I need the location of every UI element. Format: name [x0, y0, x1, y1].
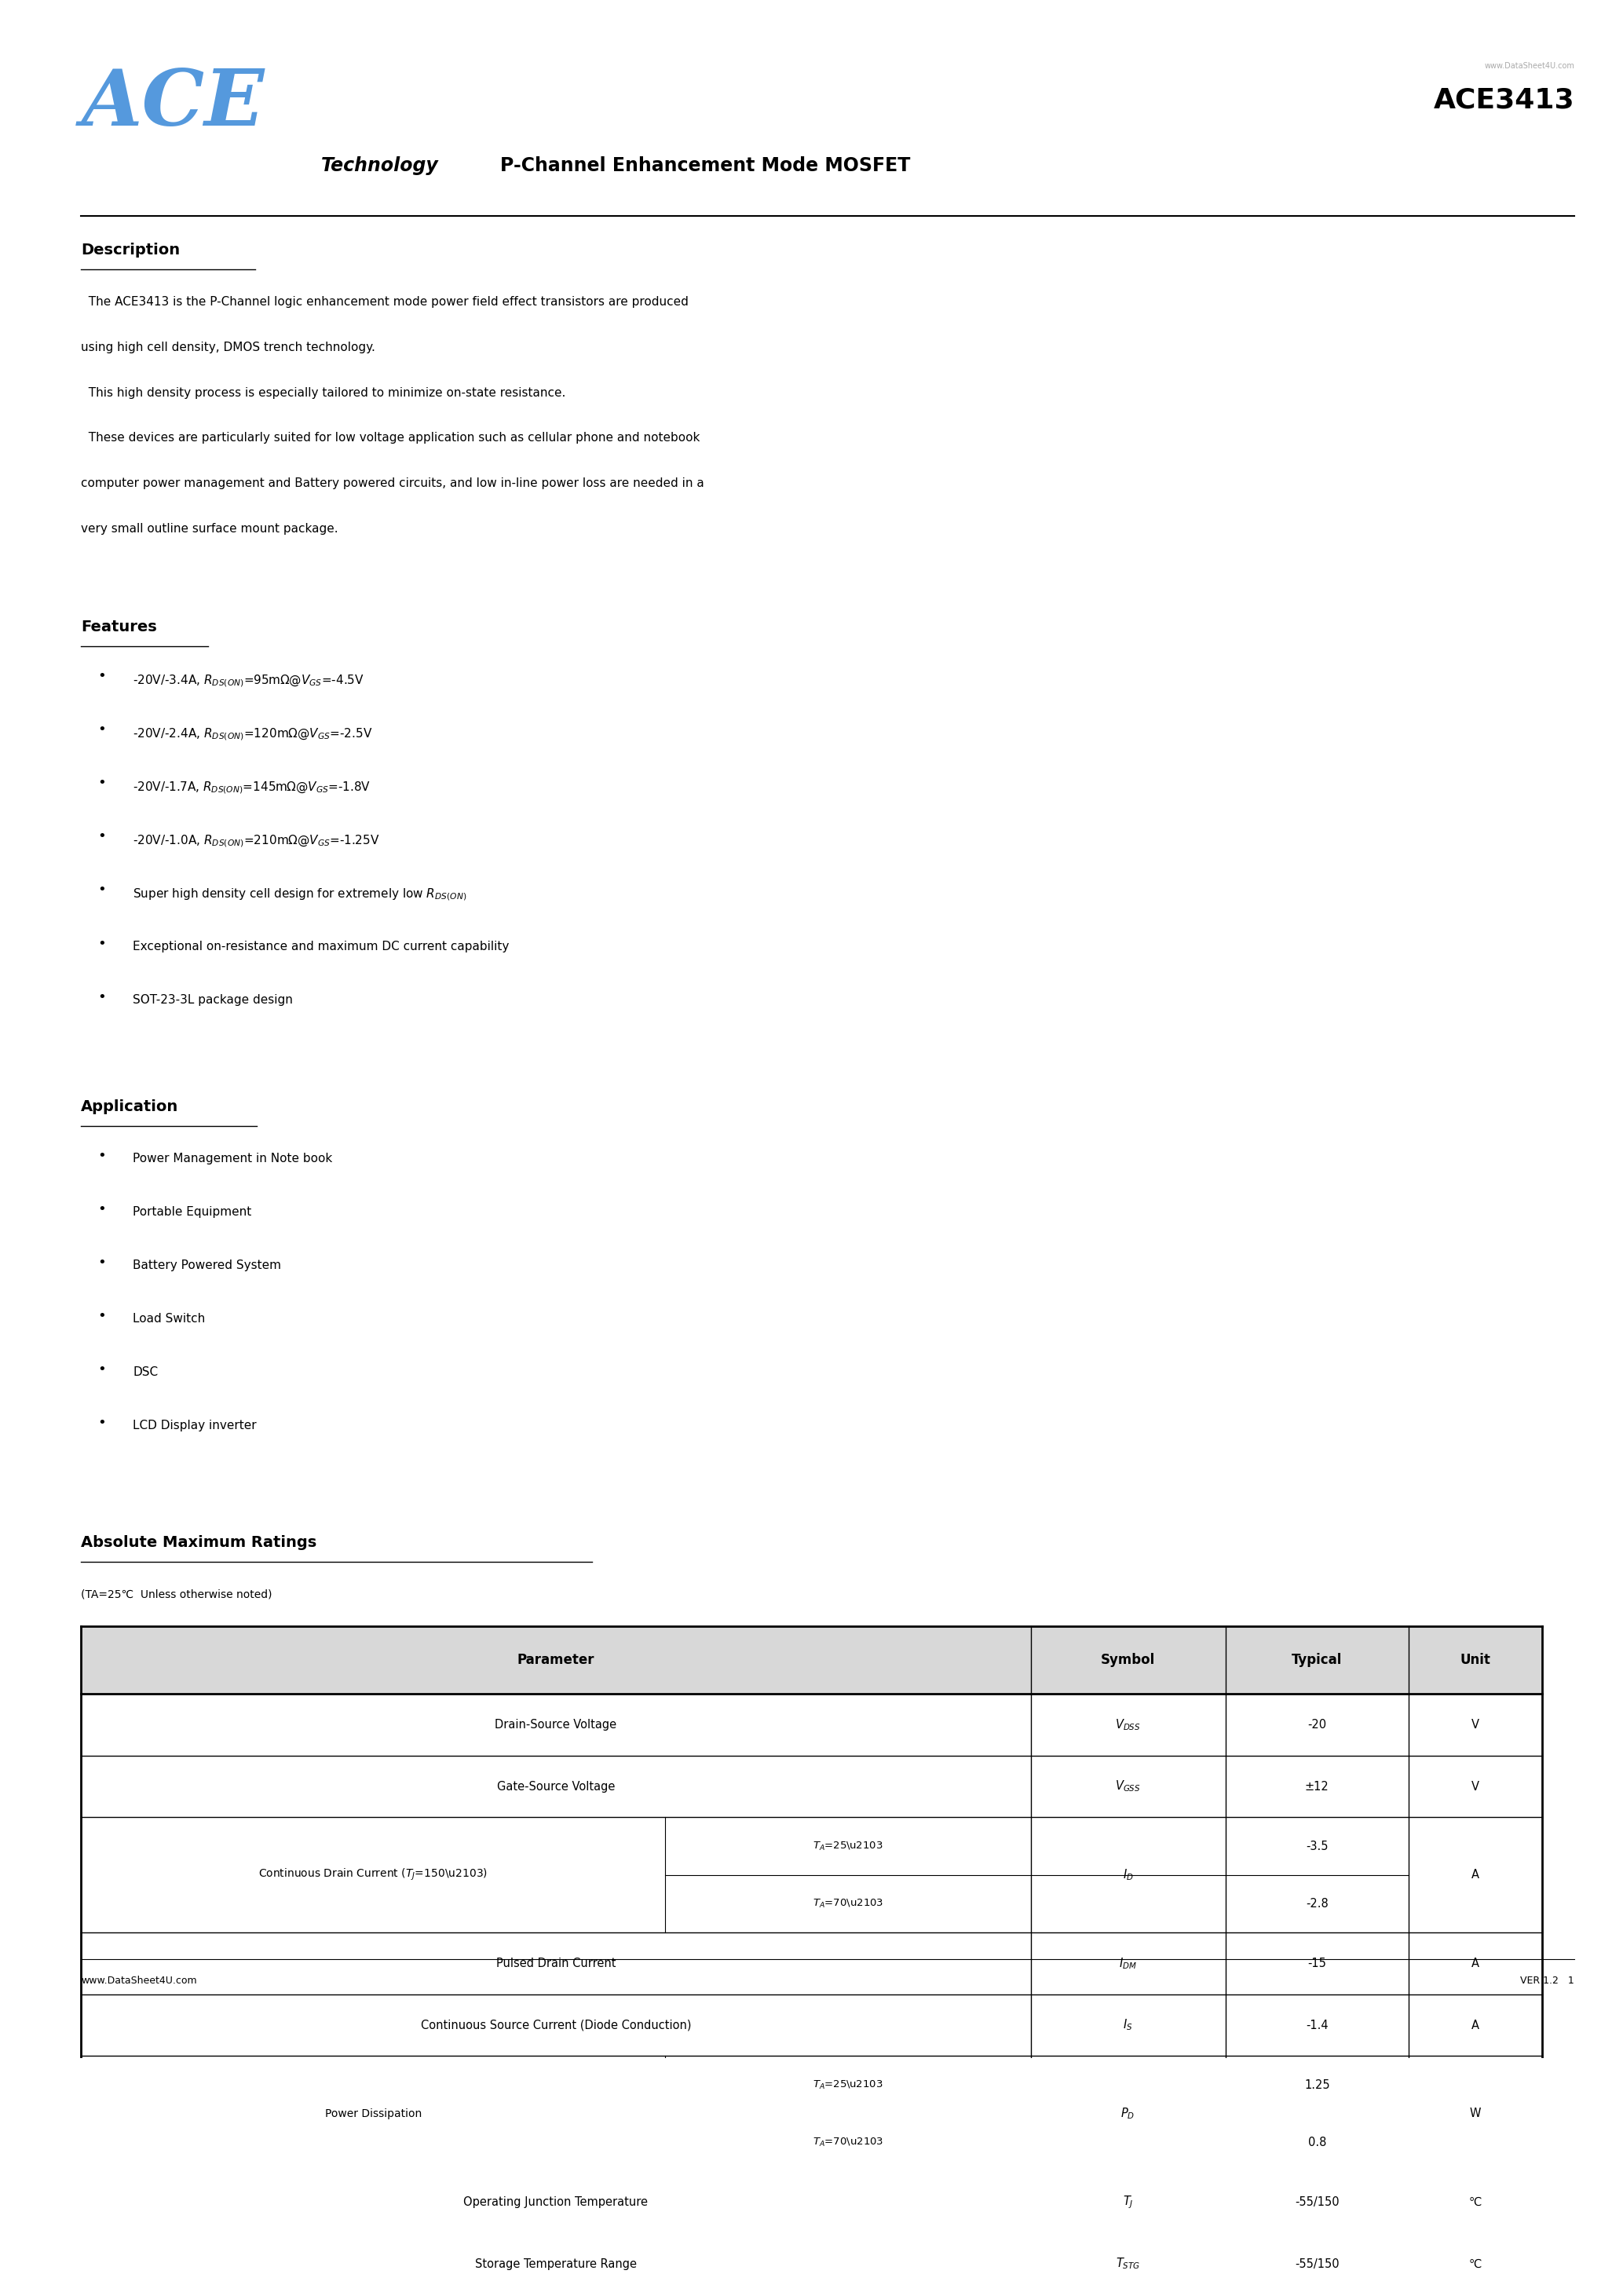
- Text: Gate-Source Voltage: Gate-Source Voltage: [497, 1779, 615, 1793]
- Text: Typical: Typical: [1292, 1653, 1342, 1667]
- Text: Operating Junction Temperature: Operating Junction Temperature: [464, 2197, 648, 2209]
- Text: using high cell density, DMOS trench technology.: using high cell density, DMOS trench tec…: [81, 342, 375, 354]
- Text: P-Channel Enhancement Mode MOSFET: P-Channel Enhancement Mode MOSFET: [500, 156, 911, 174]
- Text: Pulsed Drain Current: Pulsed Drain Current: [497, 1958, 615, 1970]
- Text: -3.5: -3.5: [1307, 1839, 1328, 1853]
- Text: Exceptional on-resistance and maximum DC current capability: Exceptional on-resistance and maximum DC…: [133, 941, 510, 953]
- Text: V: V: [1472, 1720, 1479, 1731]
- Text: Power Management in Note book: Power Management in Note book: [133, 1153, 333, 1164]
- Text: Description: Description: [81, 243, 180, 257]
- Text: $P_D$: $P_D$: [1121, 2105, 1134, 2122]
- Text: Absolute Maximum Ratings: Absolute Maximum Ratings: [81, 1536, 316, 1550]
- Text: Power Dissipation: Power Dissipation: [325, 2108, 422, 2119]
- Text: VER 1.2   1: VER 1.2 1: [1521, 1977, 1574, 1986]
- Text: Battery Powered System: Battery Powered System: [133, 1261, 281, 1272]
- Text: •: •: [97, 937, 105, 951]
- Text: This high density process is especially tailored to minimize on-state resistance: This high density process is especially …: [81, 388, 566, 400]
- Text: Features: Features: [81, 620, 157, 634]
- Text: ACE: ACE: [81, 67, 265, 142]
- Text: A: A: [1472, 1869, 1479, 1880]
- Text: •: •: [97, 1148, 105, 1162]
- Text: $T_A$=25\u2103: $T_A$=25\u2103: [813, 1839, 883, 1853]
- Text: ℃: ℃: [1469, 2257, 1482, 2271]
- Text: $T_J$: $T_J$: [1123, 2195, 1133, 2211]
- Text: ℃: ℃: [1469, 2197, 1482, 2209]
- Text: 1.25: 1.25: [1305, 2078, 1329, 2092]
- Text: Application: Application: [81, 1100, 179, 1114]
- Text: •: •: [97, 1309, 105, 1322]
- Text: •: •: [97, 1362, 105, 1378]
- Text: (TA=25℃  Unless otherwise noted): (TA=25℃ Unless otherwise noted): [81, 1589, 273, 1600]
- Text: •: •: [97, 829, 105, 843]
- Text: www.DataSheet4U.com: www.DataSheet4U.com: [81, 1977, 196, 1986]
- Text: •: •: [97, 884, 105, 898]
- Text: Continuous Source Current (Diode Conduction): Continuous Source Current (Diode Conduct…: [420, 2018, 691, 2032]
- Text: Technology: Technology: [321, 156, 438, 174]
- Text: •: •: [97, 668, 105, 682]
- Text: Continuous Drain Current ($T_J$=150\u2103): Continuous Drain Current ($T_J$=150\u210…: [258, 1867, 489, 1883]
- Text: Super high density cell design for extremely low $R_{DS(ON)}$: Super high density cell design for extre…: [133, 886, 467, 902]
- Text: www.DataSheet4U.com: www.DataSheet4U.com: [1483, 62, 1574, 69]
- Text: -55/150: -55/150: [1295, 2197, 1339, 2209]
- Text: $V_{GSS}$: $V_{GSS}$: [1115, 1779, 1141, 1793]
- Text: ±12: ±12: [1305, 1779, 1329, 1793]
- Text: $T_A$=70\u2103: $T_A$=70\u2103: [813, 2138, 883, 2149]
- Text: $I_D$: $I_D$: [1123, 1867, 1133, 1883]
- Text: LCD Display inverter: LCD Display inverter: [133, 1421, 256, 1433]
- Bar: [81, 1626, 1542, 1694]
- Text: ACE3413: ACE3413: [1433, 87, 1574, 113]
- Text: $V_{DSS}$: $V_{DSS}$: [1115, 1717, 1141, 1731]
- Text: -20V/-1.0A, $R_{DS(ON)}$=210m$\Omega$@$V_{GS}$=-1.25V: -20V/-1.0A, $R_{DS(ON)}$=210m$\Omega$@$V…: [133, 833, 380, 850]
- Text: 0.8: 0.8: [1308, 2138, 1326, 2149]
- Text: These devices are particularly suited for low voltage application such as cellul: These devices are particularly suited fo…: [81, 432, 700, 443]
- Text: $T_A$=25\u2103: $T_A$=25\u2103: [813, 2078, 883, 2092]
- Text: A: A: [1472, 2018, 1479, 2032]
- Text: V: V: [1472, 1779, 1479, 1793]
- Text: computer power management and Battery powered circuits, and low in-line power lo: computer power management and Battery po…: [81, 478, 704, 489]
- Text: Storage Temperature Range: Storage Temperature Range: [476, 2257, 636, 2271]
- Text: $I_{DM}$: $I_{DM}$: [1118, 1956, 1138, 1970]
- Text: The ACE3413 is the P-Channel logic enhancement mode power field effect transisto: The ACE3413 is the P-Channel logic enhan…: [81, 296, 688, 308]
- Text: very small outline surface mount package.: very small outline surface mount package…: [81, 523, 339, 535]
- Text: A: A: [1472, 1958, 1479, 1970]
- Text: -2.8: -2.8: [1307, 1899, 1328, 1910]
- Text: •: •: [97, 723, 105, 737]
- Text: Unit: Unit: [1461, 1653, 1490, 1667]
- Text: -20: -20: [1308, 1720, 1326, 1731]
- Text: -15: -15: [1308, 1958, 1326, 1970]
- Text: W: W: [1469, 2108, 1482, 2119]
- Text: •: •: [97, 1256, 105, 1270]
- Text: Parameter: Parameter: [518, 1653, 594, 1667]
- Text: $T_{STG}$: $T_{STG}$: [1115, 2257, 1141, 2271]
- Text: -20V/-2.4A, $R_{DS(ON)}$=120m$\Omega$@$V_{GS}$=-2.5V: -20V/-2.4A, $R_{DS(ON)}$=120m$\Omega$@$V…: [133, 726, 373, 742]
- Text: •: •: [97, 1201, 105, 1217]
- Text: SOT-23-3L package design: SOT-23-3L package design: [133, 994, 294, 1006]
- Text: -55/150: -55/150: [1295, 2257, 1339, 2271]
- Text: Load Switch: Load Switch: [133, 1313, 206, 1325]
- Text: Symbol: Symbol: [1100, 1653, 1156, 1667]
- Text: •: •: [97, 990, 105, 1003]
- Text: Portable Equipment: Portable Equipment: [133, 1205, 252, 1217]
- Text: DSC: DSC: [133, 1366, 159, 1378]
- Text: Drain-Source Voltage: Drain-Source Voltage: [495, 1720, 617, 1731]
- Text: -20V/-1.7A, $R_{DS(ON)}$=145m$\Omega$@$V_{GS}$=-1.8V: -20V/-1.7A, $R_{DS(ON)}$=145m$\Omega$@$V…: [133, 781, 372, 794]
- Text: •: •: [97, 776, 105, 790]
- Text: $I_S$: $I_S$: [1123, 2018, 1133, 2032]
- Text: •: •: [97, 1417, 105, 1430]
- Text: -20V/-3.4A, $R_{DS(ON)}$=95m$\Omega$@$V_{GS}$=-4.5V: -20V/-3.4A, $R_{DS(ON)}$=95m$\Omega$@$V_…: [133, 673, 365, 689]
- Text: $T_A$=70\u2103: $T_A$=70\u2103: [813, 1899, 883, 1910]
- Text: -1.4: -1.4: [1307, 2018, 1328, 2032]
